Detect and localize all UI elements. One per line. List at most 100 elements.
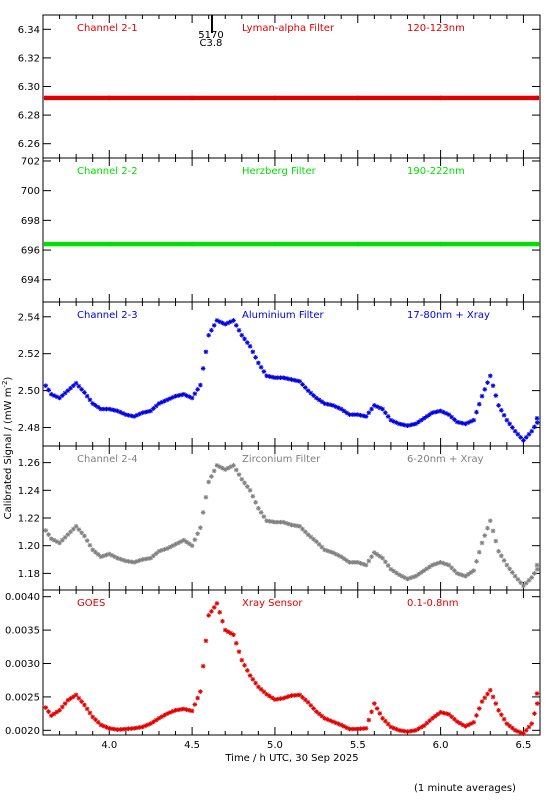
data-point: [79, 387, 84, 392]
data-point: [198, 689, 203, 694]
data-points: [43, 601, 540, 736]
panel-frame: [42, 157, 541, 303]
data-point: [504, 562, 510, 568]
data-point: [256, 360, 261, 366]
data-point: [217, 609, 223, 615]
data-point: [239, 657, 245, 663]
data-point: [272, 95, 278, 101]
data-point: [76, 384, 82, 389]
data-point: [394, 570, 399, 576]
data-point: [189, 95, 195, 101]
data-point: [46, 709, 51, 714]
data-point: [51, 711, 57, 717]
data-point: [427, 412, 432, 417]
data-point: [236, 328, 242, 333]
filter-label: Herzberg Filter: [242, 166, 317, 177]
filter-label: Aluminium Filter: [242, 310, 325, 321]
data-point: [200, 510, 206, 515]
data-point: [118, 556, 123, 562]
y-axis-title-close: ): [3, 377, 14, 381]
data-point: [206, 613, 211, 618]
band-label: 17-80nm + Xray: [407, 310, 490, 321]
data-point: [46, 532, 51, 537]
data-point: [233, 640, 239, 646]
data-point: [311, 706, 316, 711]
data-point: [250, 494, 256, 499]
data-point: [209, 328, 214, 333]
data-point: [515, 432, 521, 437]
x-tick-label: 5.5: [350, 740, 366, 751]
data-point: [490, 528, 496, 534]
data-point: [485, 380, 490, 385]
data-point: [529, 721, 535, 726]
data-point: [476, 401, 482, 407]
data-point: [479, 540, 485, 546]
data-point: [206, 479, 211, 485]
data-point: [372, 701, 377, 706]
data-point: [526, 724, 532, 730]
data-point: [369, 709, 374, 715]
data-point: [471, 568, 477, 573]
y-tick-label: 2.50: [18, 386, 40, 397]
data-point: [465, 572, 471, 577]
data-point: [314, 395, 319, 401]
data-point: [496, 403, 501, 408]
data-point: [476, 706, 482, 711]
data-point: [501, 412, 507, 418]
data-point: [526, 578, 532, 583]
data-point: [471, 720, 477, 725]
data-point: [534, 95, 540, 101]
y-tick-label: 0.0030: [5, 659, 40, 670]
data-point: [76, 695, 82, 701]
data-point: [385, 563, 391, 568]
data-point: [220, 618, 225, 624]
data-point: [84, 393, 90, 399]
data-point: [258, 364, 264, 370]
data-point: [73, 692, 79, 698]
data-point: [62, 701, 68, 706]
data-points: [43, 463, 540, 589]
data-point: [198, 525, 203, 530]
data-point: [236, 649, 242, 654]
y-axis-title-sup: -2: [1, 381, 9, 388]
data-point: [501, 558, 507, 563]
channel-label: Channel 2-4: [77, 454, 138, 465]
data-point: [159, 714, 165, 720]
data-point: [432, 713, 438, 719]
data-point: [239, 332, 245, 338]
y-tick-label: 1.18: [18, 569, 40, 580]
data-point: [203, 494, 209, 500]
data-point: [300, 382, 305, 387]
panel-3: 2.48 2.50 2.52 2.54 Channel 2-3 Aluminium Fil…: [18, 301, 541, 447]
data-point: [73, 524, 79, 529]
y-tick-label: 0.0035: [5, 626, 40, 637]
footnote: (1 minute averages): [414, 783, 516, 794]
x-tick-label: 5.0: [267, 740, 283, 751]
data-point: [355, 241, 361, 247]
data-point: [532, 424, 537, 430]
x-tick-label: 4.0: [101, 740, 117, 751]
data-point: [261, 514, 267, 519]
data-point: [474, 713, 479, 718]
data-point: [316, 711, 322, 717]
data-point: [231, 632, 236, 638]
data-point: [534, 241, 540, 247]
filter-label: Zirconium Filter: [242, 454, 321, 465]
channel-label: GOES: [77, 598, 105, 609]
data-point: [79, 699, 84, 704]
data-point: [479, 699, 485, 704]
data-point: [195, 387, 200, 392]
data-point: [534, 566, 540, 572]
data-point: [192, 537, 198, 542]
y-tick-label: 0.0040: [5, 592, 40, 603]
data-point: [236, 472, 242, 477]
data-point: [421, 568, 427, 573]
data-point: [167, 396, 173, 401]
data-point: [189, 241, 195, 247]
data-point: [203, 349, 209, 355]
data-point: [427, 564, 432, 570]
data-point: [534, 416, 540, 421]
data-point: [87, 542, 93, 548]
data-point: [369, 406, 374, 412]
data-point: [474, 409, 479, 415]
